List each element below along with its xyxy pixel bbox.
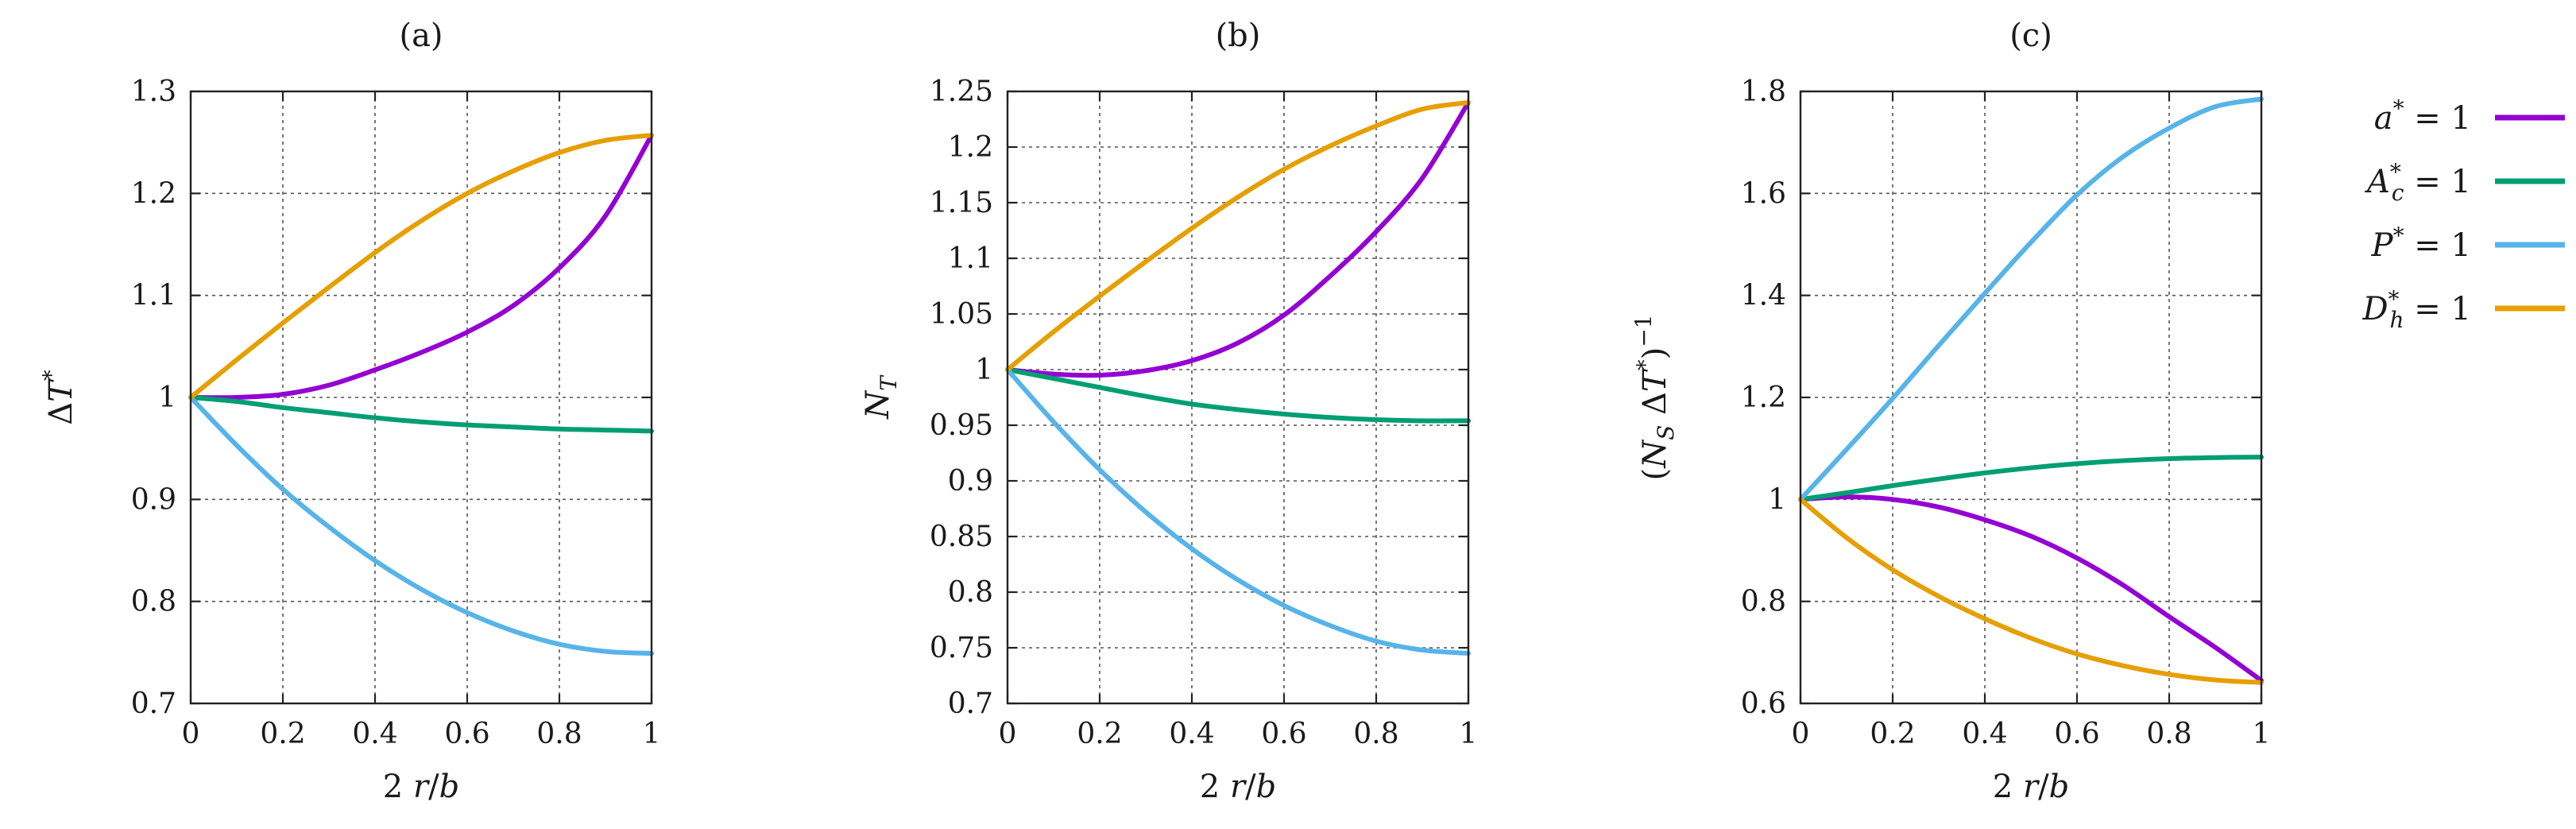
series-line-Dh	[1798, 497, 2264, 685]
y-tick-label: 1	[158, 382, 176, 414]
legend-item: D* h = 1	[2361, 286, 2565, 333]
legend-item: A* c = 1	[2364, 159, 2565, 206]
y-tick-label: 0.7	[131, 688, 176, 720]
x-tick-label: 1	[1460, 718, 1478, 750]
chart-title: (c)	[2009, 17, 2052, 54]
y-axis-label: ΔT*	[38, 370, 79, 425]
x-tick-label: 0.6	[1261, 718, 1306, 750]
y-tick-label: 0.8	[1741, 586, 1786, 618]
y-tick-label: 1.2	[131, 177, 176, 210]
chart-panel-c: 0 0.2 0.4 0.6 0.8 1 0.6 0.8 1 1.2 1.4 1.6 1.8 (c) 2 r/…	[1630, 17, 2270, 805]
series-line-a	[1005, 100, 1471, 378]
x-tick-label: 0.6	[444, 718, 489, 750]
chart-panel-a: 0 0.2 0.4 0.6 0.8 1 0.7 0.8 0.9 1 1.1 1.2 1.3 (a) 2 r/…	[38, 17, 660, 805]
legend-label: D* h = 1	[2361, 286, 2471, 333]
x-tick-label: 0.8	[536, 718, 582, 750]
y-tick-label: 0.75	[930, 632, 993, 664]
series-line-Dh	[188, 133, 654, 400]
x-tick-label: 0	[182, 718, 200, 750]
y-tick-label: 1.2	[948, 131, 993, 164]
plot-frame	[1799, 90, 2263, 705]
series-line-Ac	[188, 395, 654, 434]
x-tick-label: 0.4	[1962, 718, 2007, 750]
y-axis-label: (NS ΔT*)−1	[1630, 315, 1679, 481]
x-tick-label: 0.8	[1353, 718, 1398, 750]
series-line-Ac	[1005, 367, 1471, 424]
y-tick-label: 1.8	[1741, 76, 1786, 108]
series-line-a	[1798, 494, 2264, 684]
legend: a* = 1 A* c = 1 P* = 1 D* h = 1	[2361, 95, 2565, 333]
plot-frame	[1006, 90, 1470, 705]
y-tick-label: 1	[1768, 483, 1786, 516]
plot-frame	[189, 90, 653, 705]
legend-item: P* = 1	[2371, 223, 2565, 264]
x-tick-label: 1	[643, 718, 661, 750]
y-tick-label: 1.1	[948, 242, 993, 275]
chart-title: (a)	[399, 17, 443, 54]
y-tick-label: 0.8	[131, 586, 176, 618]
x-tick-label: 0.2	[260, 718, 305, 750]
x-tick-label: 0	[999, 718, 1017, 750]
x-tick-label: 0	[1792, 718, 1810, 750]
series-line-Dh	[1005, 100, 1471, 372]
chart-title: (b)	[1216, 17, 1261, 54]
legend-item: a* = 1	[2374, 95, 2565, 137]
y-tick-label: 1.2	[1741, 382, 1786, 414]
y-tick-label: 0.8	[948, 576, 993, 609]
legend-label: A* c = 1	[2364, 159, 2471, 206]
series-line-P	[1798, 96, 2264, 502]
x-tick-label: 0.2	[1870, 718, 1915, 750]
x-tick-label: 1	[2253, 718, 2271, 750]
y-tick-label: 0.95	[930, 409, 993, 442]
x-tick-label: 0.4	[1169, 718, 1214, 750]
x-axis-label: 2 r/b	[383, 769, 459, 805]
chart-panel-b: 0 0.2 0.4 0.6 0.8 1 0.7 0.75 0.8 0.85 0.9 0.95 1 1.05…	[860, 17, 1477, 805]
legend-label: a* = 1	[2374, 95, 2471, 137]
x-tick-label: 0.8	[2146, 718, 2191, 750]
y-tick-label: 0.7	[948, 688, 993, 720]
series-line-Ac	[1798, 455, 2264, 502]
series-line-a	[188, 133, 654, 401]
y-tick-label: 0.85	[930, 521, 993, 553]
x-tick-label: 0.6	[2054, 718, 2099, 750]
y-tick-label: 0.9	[948, 465, 993, 498]
y-tick-label: 0.9	[131, 483, 176, 516]
x-axis-label: 2 r/b	[1200, 769, 1276, 805]
y-tick-label: 1.25	[930, 76, 993, 108]
series-line-P	[1005, 367, 1471, 656]
x-tick-label: 0.4	[352, 718, 397, 750]
y-tick-label: 1.3	[131, 76, 176, 108]
series-line-P	[188, 395, 654, 657]
legend-label: P* = 1	[2371, 223, 2471, 264]
y-tick-label: 1.05	[930, 298, 993, 331]
y-tick-label: 1.4	[1741, 280, 1786, 312]
y-tick-label: 1.15	[930, 187, 993, 219]
x-tick-label: 0.2	[1077, 718, 1122, 750]
y-tick-label: 1.6	[1741, 177, 1786, 210]
y-tick-label: 1.1	[131, 280, 176, 312]
y-tick-label: 1	[975, 354, 993, 386]
x-axis-label: 2 r/b	[1993, 769, 2069, 805]
y-tick-label: 0.6	[1741, 688, 1786, 720]
y-axis-label: NT	[860, 374, 902, 420]
